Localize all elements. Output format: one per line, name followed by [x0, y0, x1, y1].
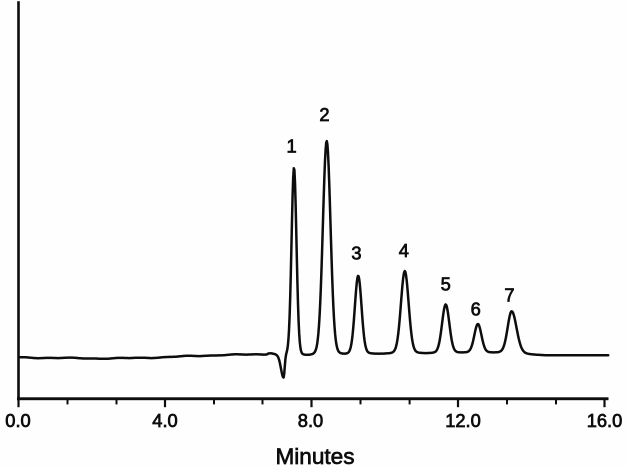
svg-text:7: 7 [504, 285, 514, 306]
svg-text:2: 2 [319, 104, 329, 125]
svg-text:5: 5 [441, 274, 451, 295]
svg-text:6: 6 [471, 299, 481, 320]
svg-text:0.0: 0.0 [5, 410, 30, 431]
svg-text:1: 1 [287, 136, 297, 157]
svg-text:16.0: 16.0 [587, 410, 623, 431]
svg-text:4.0: 4.0 [152, 410, 177, 431]
svg-text:4: 4 [399, 240, 409, 261]
svg-text:8.0: 8.0 [298, 410, 323, 431]
svg-text:Minutes: Minutes [275, 444, 354, 466]
svg-text:3: 3 [351, 242, 361, 263]
svg-text:12.0: 12.0 [445, 410, 481, 431]
